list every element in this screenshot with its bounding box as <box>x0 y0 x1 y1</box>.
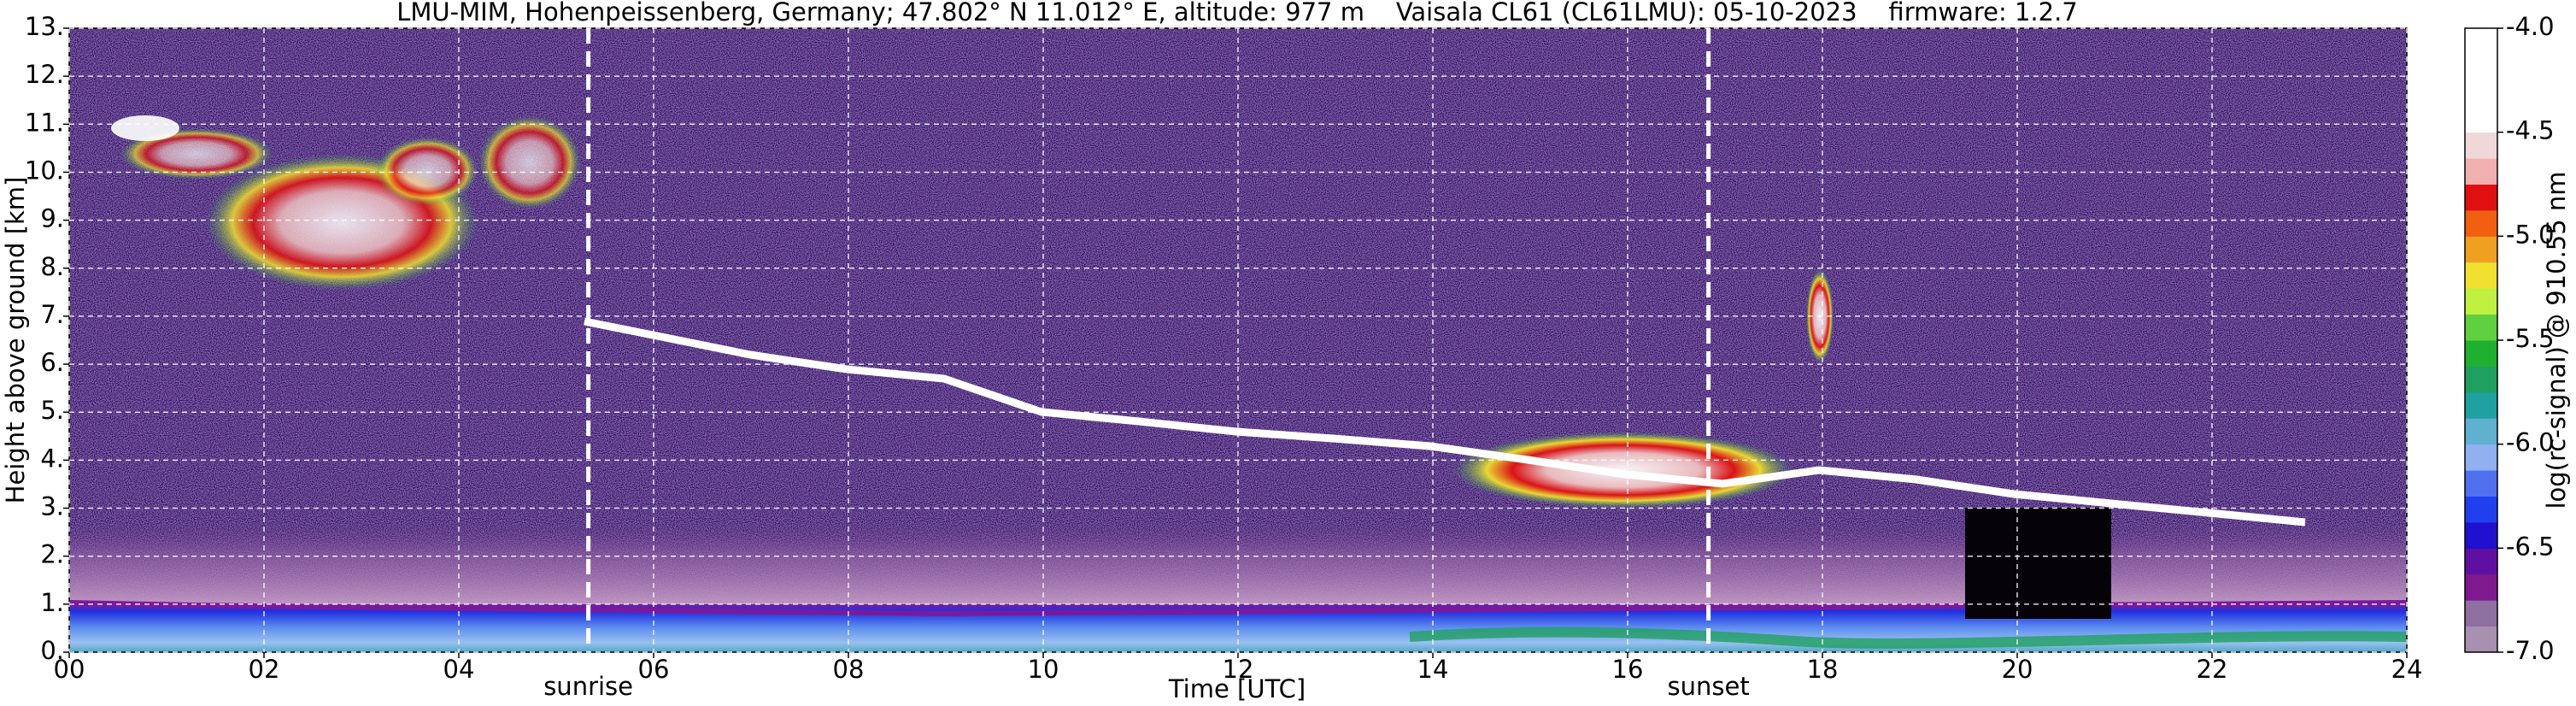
x-tick-label: 04 <box>443 655 475 684</box>
x-tick-label: 10 <box>1028 655 1059 684</box>
annotation-label: sunset <box>1668 672 1750 701</box>
colorbar-swatch <box>2465 288 2497 315</box>
y-tick-label: 13. <box>25 12 64 41</box>
colorbar-swatch <box>2465 548 2497 575</box>
colorbar-swatch <box>2465 314 2497 341</box>
colorbar-swatch <box>2465 209 2497 237</box>
x-tick-label: 16 <box>1612 655 1644 684</box>
colorbar-swatch <box>2465 521 2497 549</box>
colorbar-swatch <box>2465 470 2497 497</box>
colorbar-swatch <box>2465 132 2497 159</box>
colorbar-tick-label: -4.0 <box>2506 12 2555 41</box>
x-tick-label: 14 <box>1417 655 1449 684</box>
colorbar-swatch <box>2465 106 2497 133</box>
colorbar-tick-label: -6.5 <box>2506 532 2555 561</box>
colorbar-swatch <box>2465 366 2497 393</box>
colorbar-swatch <box>2465 54 2497 81</box>
colorbar-tick-label: -4.5 <box>2506 116 2555 145</box>
y-tick-label: 12. <box>25 60 64 89</box>
colorbar-swatch <box>2465 184 2497 211</box>
x-tick-label: 12 <box>1223 655 1254 684</box>
x-tick-label: 22 <box>2197 655 2228 684</box>
y-tick-label: 10. <box>25 156 64 185</box>
colorbar-swatch <box>2465 496 2497 523</box>
colorbar-swatch <box>2465 79 2497 107</box>
colorbar-swatch <box>2465 236 2497 263</box>
x-tick-label: 06 <box>638 655 670 684</box>
x-tick-label: 02 <box>249 655 280 684</box>
colorbar-tick-label: -5.0 <box>2506 220 2555 249</box>
y-tick-label: 1. <box>40 588 64 617</box>
x-tick-label: 08 <box>833 655 865 684</box>
colorbar-swatch <box>2465 418 2497 445</box>
y-tick-label: 7. <box>40 300 64 329</box>
y-tick-label: 2. <box>40 540 64 569</box>
colorbar-swatch <box>2465 158 2497 185</box>
y-tick-label: 8. <box>40 252 64 281</box>
colorbar-swatch <box>2465 600 2497 627</box>
y-tick-label: 0. <box>40 636 64 665</box>
colorbar-swatch <box>2465 391 2497 419</box>
colorbar-swatch <box>2465 28 2497 55</box>
colorbar-tick-label: -7.0 <box>2506 636 2555 665</box>
colorbar-swatch <box>2465 340 2497 367</box>
y-axis-label: Height above ground [km] <box>1 177 30 504</box>
chart-title: LMU-MIM, Hohenpeissenberg, Germany; 47.8… <box>396 0 2078 26</box>
y-tick-label: 4. <box>40 444 64 473</box>
x-axis-label: Time [UTC] <box>1168 674 1306 703</box>
colorbar-swatch <box>2465 626 2497 653</box>
y-tick-label: 11. <box>25 108 64 137</box>
colorbar-swatch <box>2465 444 2497 471</box>
colorbar-swatch <box>2465 262 2497 289</box>
colorbar-tick-label: -6.0 <box>2506 428 2555 457</box>
x-tick-label: 18 <box>1807 655 1839 684</box>
y-tick-label: 9. <box>40 204 64 233</box>
y-tick-label: 6. <box>40 348 64 377</box>
x-tick-label: 20 <box>2002 655 2033 684</box>
colorbar-tick-label: -5.5 <box>2506 324 2555 353</box>
colorbar-swatch <box>2465 574 2497 601</box>
y-tick-label: 5. <box>40 396 64 425</box>
annotation-label: sunrise <box>543 672 633 701</box>
x-tick-label: 00 <box>54 655 85 684</box>
y-tick-label: 3. <box>40 492 64 521</box>
x-tick-label: 24 <box>2391 655 2423 684</box>
colorbar-label: log(rc-signal) @ 910.55 nm <box>2542 171 2571 509</box>
